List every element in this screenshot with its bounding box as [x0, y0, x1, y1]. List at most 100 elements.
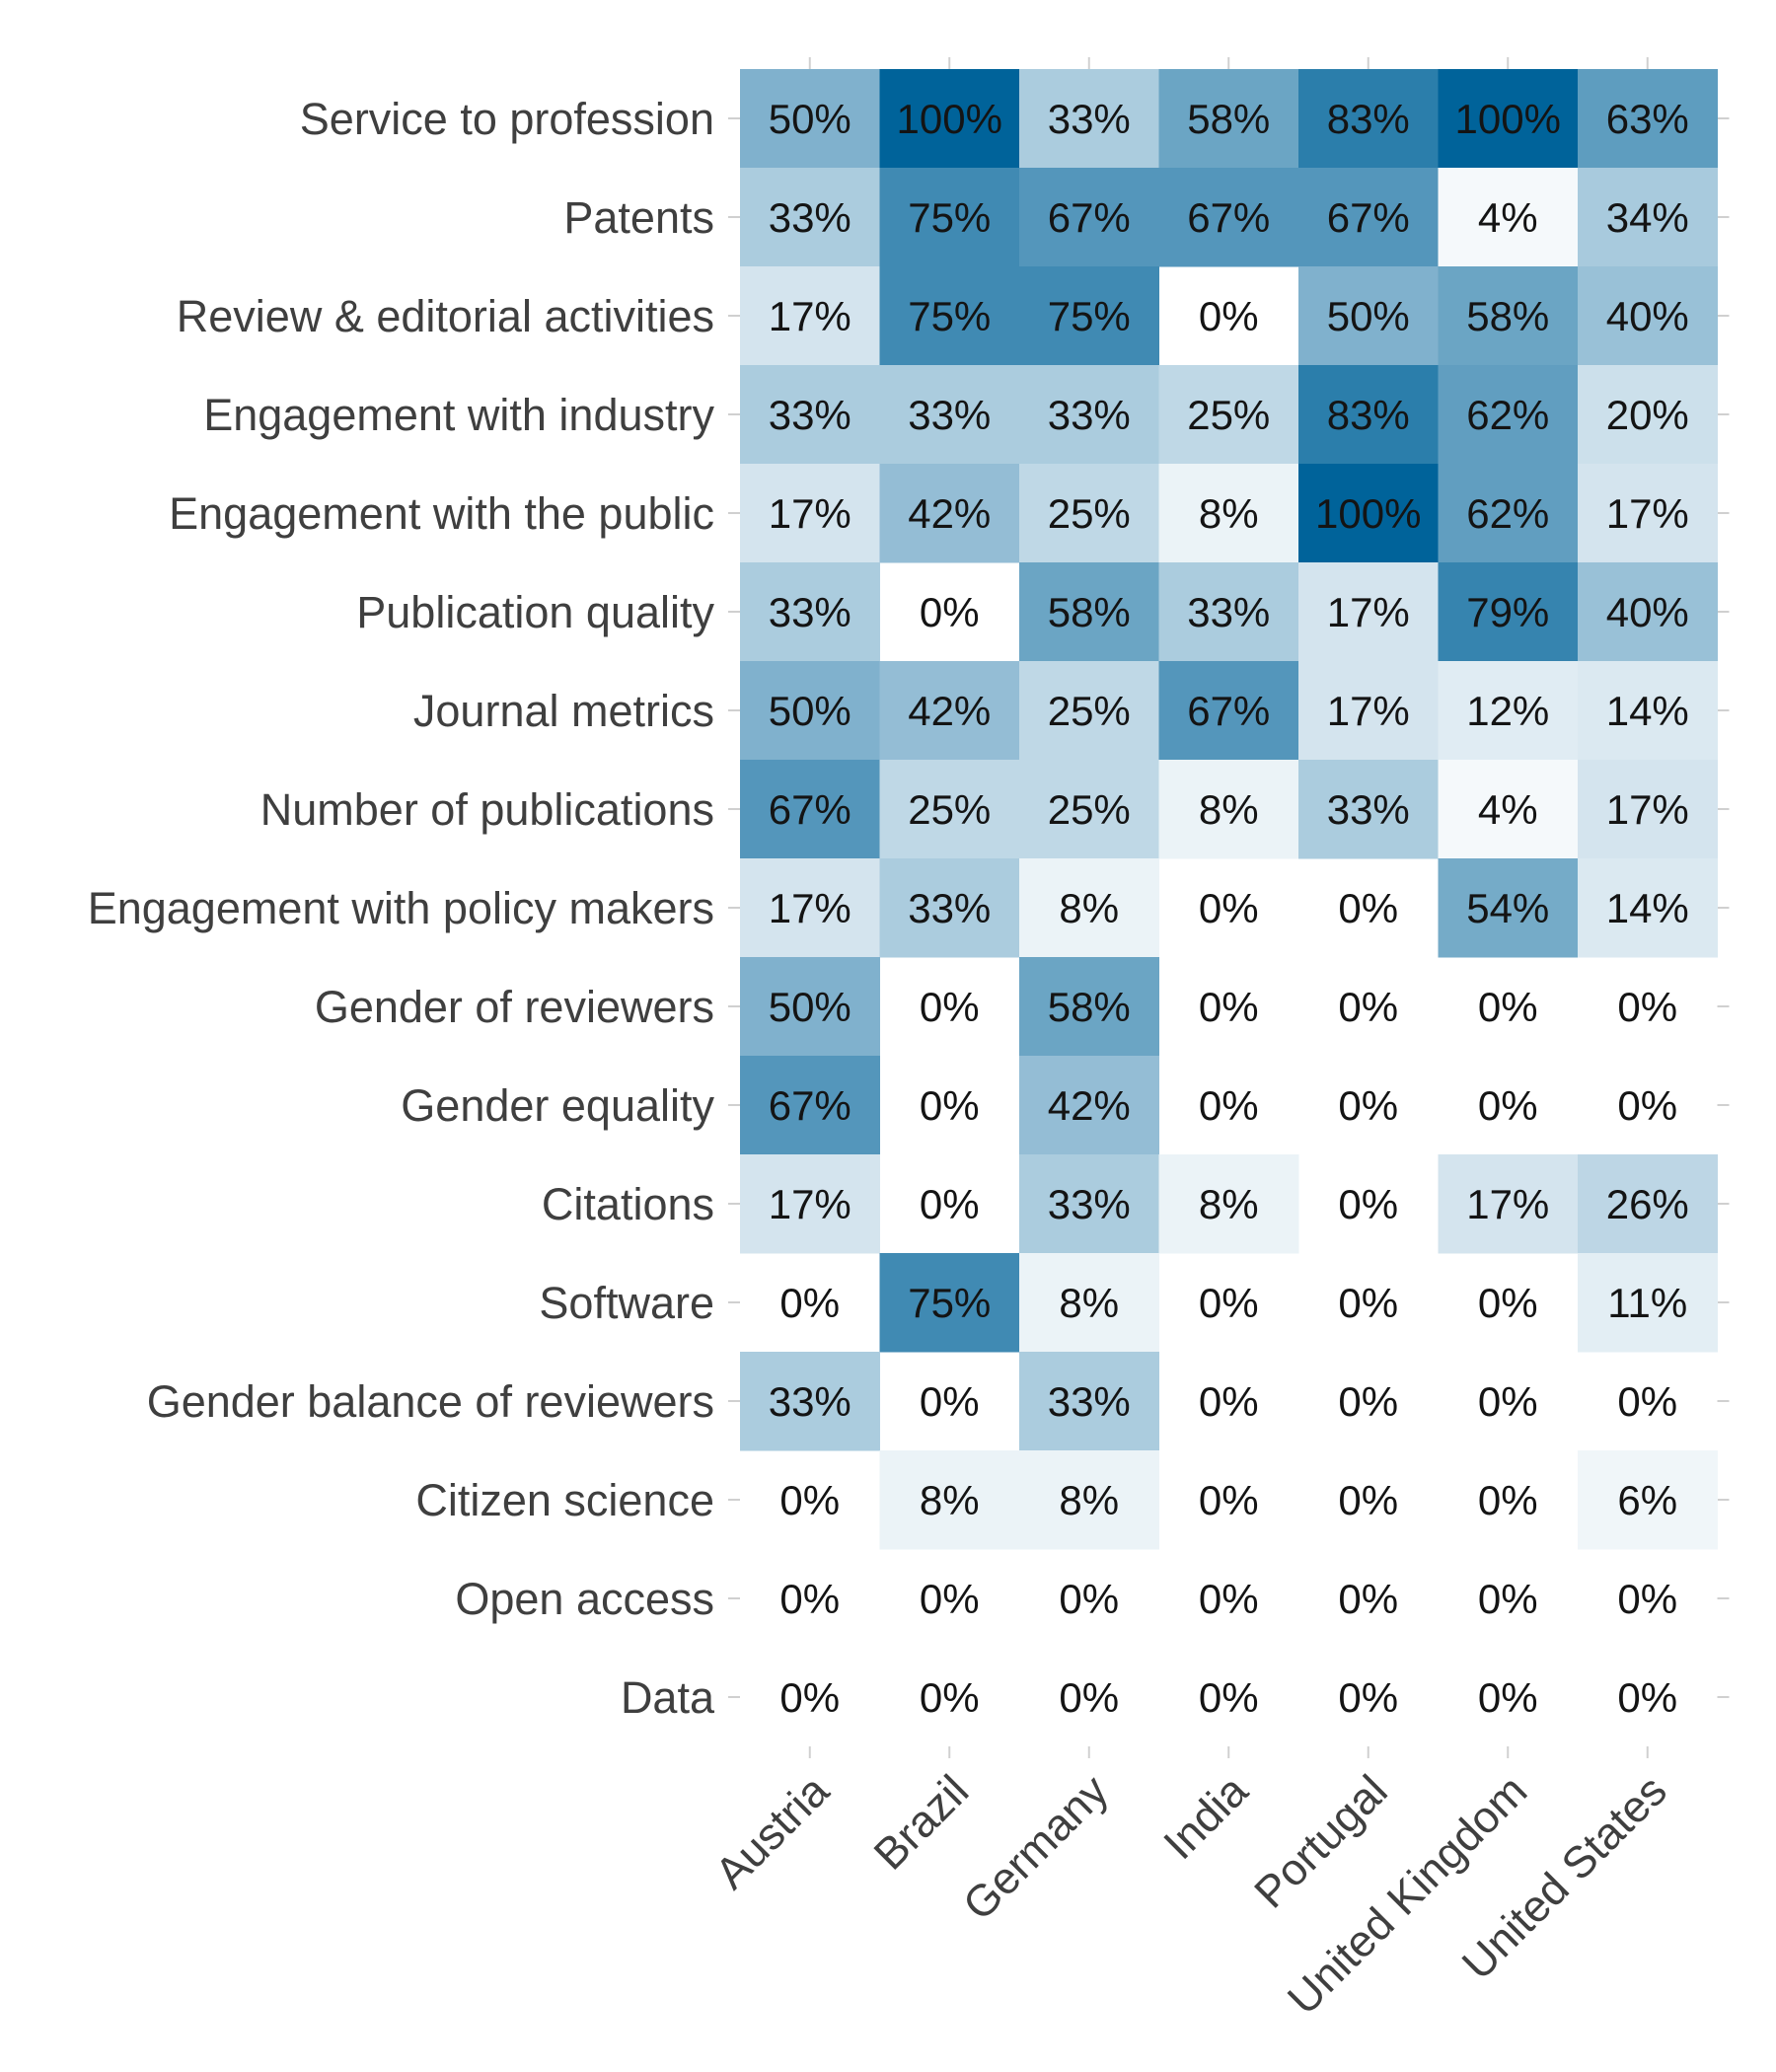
heatmap-cell [1019, 957, 1159, 1057]
cell-value-label: 58% [1048, 589, 1131, 635]
cell-value-label: 33% [1048, 392, 1131, 438]
heatmap-cells: 50% 100% 33% 58% 83% 100% 63% 33% 75% 67% 67% 67% 4%… [740, 69, 1718, 1721]
cell-value-label: 0% [779, 1674, 840, 1721]
cell-value-label: 17% [1327, 688, 1410, 734]
cell-value-label: 33% [769, 589, 851, 635]
cell-value-label: 14% [1606, 885, 1689, 931]
cell-value-label: 0% [1199, 1378, 1259, 1425]
cell-value-label: 0% [1199, 885, 1259, 931]
heatmap-cell [1019, 1450, 1159, 1550]
row-label: Gender equality [401, 1080, 714, 1131]
cell-value-label: 0% [920, 1378, 980, 1425]
cell-value-label: 0% [1199, 1477, 1259, 1523]
cell-value-label: 0% [1478, 1576, 1538, 1622]
heatmap-cell [740, 661, 880, 761]
cell-value-label: 8% [1199, 786, 1259, 833]
cell-value-label: 0% [1059, 1576, 1119, 1622]
heatmap-cell [740, 957, 880, 1057]
cell-value-label: 0% [920, 1082, 980, 1129]
heatmap-cell [1158, 365, 1299, 465]
heatmap-cell [1438, 858, 1579, 958]
cell-value-label: 0% [779, 1477, 840, 1523]
cell-value-label: 33% [908, 885, 991, 931]
cell-value-label: 58% [1187, 96, 1270, 142]
heatmap-cell [1438, 365, 1579, 465]
cell-value-label: 0% [1199, 1082, 1259, 1129]
cell-value-label: 0% [1199, 1674, 1259, 1721]
cell-value-label: 0% [920, 589, 980, 635]
row-label: Open access [455, 1574, 714, 1624]
cell-value-label: 40% [1606, 293, 1689, 339]
heatmap-cell [1019, 168, 1159, 267]
cell-value-label: 17% [769, 1181, 851, 1227]
cell-value-label: 0% [1199, 293, 1259, 339]
cell-value-label: 33% [769, 1378, 851, 1425]
cell-value-label: 17% [769, 885, 851, 931]
cell-value-label: 33% [1048, 96, 1131, 142]
cell-value-label: 67% [1187, 688, 1270, 734]
cell-value-label: 8% [1059, 1280, 1119, 1326]
cell-value-label: 0% [779, 1576, 840, 1622]
heatmap-cell [1438, 266, 1579, 366]
heatmap-cell [1158, 562, 1299, 662]
cell-value-label: 17% [1327, 589, 1410, 635]
cell-value-label: 75% [908, 194, 991, 241]
heatmap-cell [1158, 661, 1299, 761]
column-label: Brazil [864, 1765, 979, 1880]
cell-value-label: 100% [1455, 96, 1561, 142]
cell-value-label: 25% [1048, 688, 1131, 734]
column-label: Austria [705, 1764, 840, 1898]
cell-value-label: 67% [1048, 194, 1131, 241]
cell-value-label: 0% [1617, 1378, 1677, 1425]
cell-value-label: 8% [1199, 490, 1259, 537]
heatmap-cell [740, 168, 880, 267]
cell-value-label: 67% [1187, 194, 1270, 241]
cell-value-label: 12% [1466, 688, 1549, 734]
heatmap-cell [1438, 1154, 1579, 1254]
cell-value-label: 4% [1478, 786, 1538, 833]
heatmap-cell [1019, 365, 1159, 465]
heatmap-cell [1019, 858, 1159, 958]
cell-value-label: 0% [1338, 1477, 1398, 1523]
heatmap-cell [1298, 661, 1439, 761]
heatmap-cell [740, 562, 880, 662]
cell-value-label: 0% [1199, 1576, 1259, 1622]
cell-value-label: 33% [1327, 786, 1410, 833]
heatmap-cell [1438, 69, 1579, 169]
cell-value-label: 0% [1059, 1674, 1119, 1721]
cell-value-label: 0% [1617, 1082, 1677, 1129]
cell-value-label: 33% [908, 392, 991, 438]
cell-value-label: 0% [1478, 1378, 1538, 1425]
cell-value-label: 0% [1338, 1576, 1398, 1622]
row-label: Data [621, 1672, 715, 1723]
cell-value-label: 33% [1048, 1378, 1131, 1425]
cell-value-label: 50% [769, 984, 851, 1030]
cell-value-label: 0% [1617, 984, 1677, 1030]
row-label: Patents [563, 192, 714, 243]
cell-value-label: 75% [1048, 293, 1131, 339]
cell-value-label: 0% [1338, 1181, 1398, 1227]
cell-value-label: 25% [1187, 392, 1270, 438]
cell-value-label: 0% [920, 1576, 980, 1622]
heatmap-cell [1298, 69, 1439, 169]
heatmap-cell [879, 1253, 1020, 1353]
cell-value-label: 0% [920, 1674, 980, 1721]
heatmap-cell [740, 1154, 880, 1254]
cell-value-label: 8% [920, 1477, 980, 1523]
cell-value-label: 0% [1338, 1280, 1398, 1326]
heatmap-cell [1578, 1154, 1718, 1254]
heatmap-cell [1298, 266, 1439, 366]
cell-value-label: 100% [897, 96, 1002, 142]
heatmap-cell [879, 168, 1020, 267]
cell-value-label: 33% [769, 194, 851, 241]
cell-value-label: 0% [1478, 1082, 1538, 1129]
cell-value-label: 0% [779, 1280, 840, 1326]
cell-value-label: 33% [1048, 1181, 1131, 1227]
heatmap-cell [740, 464, 880, 563]
heatmap-cell [879, 266, 1020, 366]
column-label: United Kingdom [1278, 1765, 1536, 2024]
cell-value-label: 83% [1327, 96, 1410, 142]
heatmap-cell [1019, 562, 1159, 662]
heatmap-cell [740, 760, 880, 859]
